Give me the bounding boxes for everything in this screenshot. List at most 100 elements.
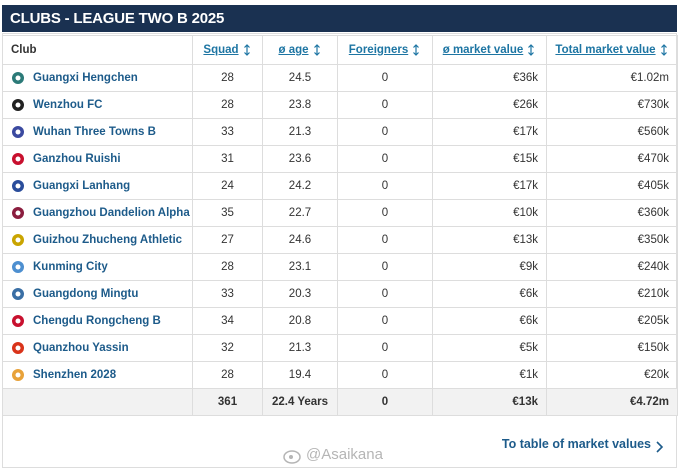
club-name[interactable]: Guangdong Mingtu	[33, 288, 139, 300]
footer-text: €4.72m	[629, 396, 669, 408]
value-cell: 22.7	[262, 199, 338, 227]
clubs-table: Club Squad ø age Foreigners ø market value To…	[2, 35, 678, 416]
value-cell: 0	[337, 145, 433, 173]
value-cell: €26k	[432, 91, 547, 119]
club-name[interactable]: Quanzhou Yassin	[33, 342, 129, 354]
cell-text: 0	[381, 234, 389, 246]
footer-text: 361	[217, 396, 238, 408]
club-row: Quanzhou Yassin 32 21.3 0 €5k €150k	[2, 334, 678, 362]
value-cell: €1k	[432, 361, 547, 389]
header-label[interactable]: Total market value	[555, 44, 656, 57]
logo-inner	[15, 372, 21, 378]
sort-icon[interactable]	[411, 44, 421, 56]
value-cell: €9k	[432, 253, 547, 281]
value-cell: 28	[192, 91, 263, 119]
club-name[interactable]: Wenzhou FC	[33, 99, 103, 111]
cell-text: €210k	[637, 288, 669, 300]
club-row: Wenzhou FC 28 23.8 0 €26k €730k	[2, 91, 678, 119]
logo-inner	[15, 75, 21, 81]
value-cell: €13k	[432, 226, 547, 254]
value-cell: 24.6	[262, 226, 338, 254]
value-cell: €405k	[546, 172, 678, 200]
header-label[interactable]: Foreigners	[348, 44, 409, 57]
sort-icon[interactable]	[526, 44, 536, 56]
value-cell: €6k	[432, 307, 547, 335]
cell-text: 0	[381, 72, 389, 84]
logo-inner	[15, 345, 21, 351]
value-cell: 0	[337, 118, 433, 146]
club-cell: Ganzhou Ruishi	[2, 145, 193, 173]
sort-icon[interactable]	[659, 44, 669, 56]
header-label[interactable]: Squad	[203, 44, 239, 57]
sort-arrow	[660, 44, 667, 56]
club-logo	[12, 288, 24, 300]
cell-text: 28	[221, 369, 234, 381]
footer-cell: €13k	[432, 388, 547, 416]
value-cell: 24.5	[262, 64, 338, 92]
value-cell: 33	[192, 280, 263, 308]
value-cell: €360k	[546, 199, 678, 227]
club-name[interactable]: Ganzhou Ruishi	[33, 153, 121, 165]
footer-text: €13k	[512, 396, 538, 408]
value-cell: 21.3	[262, 334, 338, 362]
header-label: Club	[11, 44, 37, 56]
logo-inner	[15, 210, 21, 216]
club-row: Guangdong Mingtu 33 20.3 0 €6k €210k	[2, 280, 678, 308]
cell-text: 27	[221, 234, 234, 246]
club-name[interactable]: Kunming City	[33, 261, 108, 273]
club-name[interactable]: Shenzhen 2028	[33, 369, 117, 381]
watermark-icon	[283, 450, 301, 464]
club-name[interactable]: Guangxi Lanhang	[33, 180, 131, 192]
cell-text: 23.1	[288, 261, 312, 273]
column-header[interactable]: ø market value	[432, 35, 547, 65]
cell-text: 0	[381, 99, 389, 111]
club-logo	[12, 315, 24, 327]
club-logo	[12, 369, 24, 381]
header-row: Club Squad ø age Foreigners ø market value To…	[2, 35, 678, 65]
club-cell: Guangxi Lanhang	[2, 172, 193, 200]
club-logo	[12, 99, 24, 111]
value-cell: €730k	[546, 91, 678, 119]
value-cell: 0	[337, 172, 433, 200]
cell-text: €360k	[637, 207, 669, 219]
club-name[interactable]: Guangxi Hengchen	[33, 72, 138, 84]
logo-inner	[15, 237, 21, 243]
cell-text: €17k	[513, 180, 538, 192]
club-name[interactable]: Guizhou Zhucheng Athletic	[33, 234, 183, 246]
cell-text: €6k	[519, 288, 538, 300]
value-cell: 24	[192, 172, 263, 200]
club-name[interactable]: Wuhan Three Towns B	[33, 126, 156, 138]
header-label[interactable]: ø age	[278, 44, 309, 57]
logo-inner	[15, 183, 21, 189]
club-row: Shenzhen 2028 28 19.4 0 €1k €20k	[2, 361, 678, 389]
column-header[interactable]: ø age	[262, 35, 338, 65]
header-label[interactable]: ø market value	[442, 44, 524, 57]
sort-icon[interactable]	[312, 44, 322, 56]
column-header[interactable]: Squad	[192, 35, 263, 65]
sort-icon[interactable]	[242, 44, 252, 56]
club-cell: Wenzhou FC	[2, 91, 193, 119]
market-values-link[interactable]: To table of market values	[501, 437, 651, 451]
value-cell: 24.2	[262, 172, 338, 200]
column-header[interactable]: Foreigners	[337, 35, 433, 65]
value-cell: 0	[337, 226, 433, 254]
club-cell: Guangzhou Dandelion Alpha	[2, 199, 193, 227]
cell-text: 24.6	[288, 234, 312, 246]
cell-text: €15k	[513, 153, 538, 165]
club-logo	[12, 234, 24, 246]
club-logo	[12, 72, 24, 84]
club-name[interactable]: Guangzhou Dandelion Alpha	[33, 207, 190, 219]
column-header[interactable]: Total market value	[546, 35, 678, 65]
logo-inner	[15, 129, 21, 135]
value-cell: €17k	[432, 172, 547, 200]
cell-text: €5k	[519, 342, 538, 354]
club-name[interactable]: Chengdu Rongcheng B	[33, 315, 161, 327]
cell-text: 0	[381, 369, 389, 381]
value-cell: 34	[192, 307, 263, 335]
column-header: Club	[2, 35, 193, 65]
cell-text: 33	[221, 126, 234, 138]
cell-text: 28	[221, 72, 234, 84]
cell-text: 32	[221, 342, 234, 354]
cell-text: €150k	[637, 342, 669, 354]
